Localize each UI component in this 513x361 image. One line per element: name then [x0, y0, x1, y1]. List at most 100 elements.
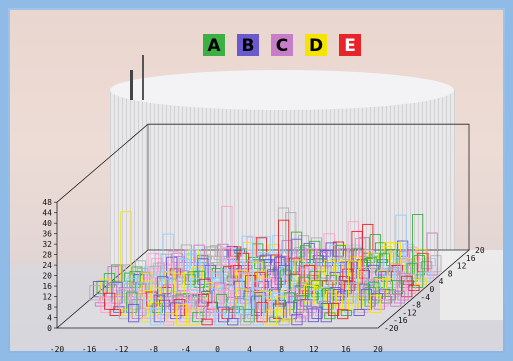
y-tick-label: -16 — [393, 316, 408, 325]
bar — [162, 321, 175, 326]
bar — [344, 280, 356, 291]
bar — [193, 296, 206, 310]
bar — [370, 295, 382, 313]
bar — [297, 235, 310, 254]
bar — [408, 251, 420, 270]
bar — [195, 262, 207, 276]
bar — [267, 298, 279, 313]
bar — [118, 299, 131, 320]
bar — [312, 280, 325, 285]
bar — [369, 234, 381, 270]
bar — [140, 317, 153, 323]
bar — [358, 283, 371, 301]
bar — [193, 244, 205, 267]
legend-item-e: E — [339, 34, 361, 56]
bar — [382, 278, 394, 292]
bar — [412, 214, 424, 288]
bar — [259, 236, 271, 254]
bar — [368, 281, 380, 304]
bar — [278, 319, 290, 326]
bar — [313, 287, 325, 307]
bar — [128, 303, 140, 323]
z-tick-label: 20 — [42, 272, 52, 281]
bar — [270, 293, 283, 310]
bar — [201, 318, 213, 326]
bar — [289, 295, 301, 316]
bar — [227, 318, 239, 326]
y-tick-label: -20 — [384, 324, 399, 333]
bar — [323, 233, 335, 254]
bar — [177, 270, 189, 292]
bar — [164, 271, 176, 292]
bar — [184, 274, 196, 285]
bar — [294, 316, 307, 323]
z-tick-label: 32 — [42, 240, 52, 249]
z-tick-label: 0 — [47, 324, 52, 333]
bar — [243, 308, 255, 323]
bar — [353, 309, 365, 316]
y-tick-label: 16 — [466, 254, 476, 263]
bar — [335, 294, 347, 310]
bar — [241, 235, 253, 313]
z-tick-label: 4 — [47, 314, 52, 323]
bar — [223, 285, 235, 307]
bar — [393, 290, 406, 304]
bar — [179, 307, 191, 323]
x-tick-label: 12 — [309, 345, 319, 354]
bar — [201, 270, 213, 282]
bar — [190, 277, 202, 292]
bar — [129, 293, 141, 310]
legend-swatch — [305, 34, 327, 56]
z-tick-label: 44 — [42, 209, 52, 218]
x-axis: -20 -16 -12 -8 -4 0 4 8 12 16 20 — [50, 345, 383, 354]
bar — [210, 245, 222, 263]
bar — [311, 306, 323, 320]
bar — [274, 299, 286, 307]
bar — [287, 289, 299, 307]
bar — [150, 307, 162, 326]
x-tick-label: -16 — [82, 345, 97, 354]
legend-label: B — [242, 36, 255, 56]
x-tick-label: -20 — [50, 345, 65, 354]
bar — [349, 256, 361, 276]
y-tick-label: -4 — [420, 293, 430, 302]
bar — [272, 303, 285, 320]
x-tick-label: -8 — [148, 345, 158, 354]
bar — [223, 266, 235, 285]
legend-swatch — [271, 34, 293, 56]
bar — [340, 310, 352, 316]
z-tick-label: 28 — [42, 251, 52, 260]
x-tick-label: -4 — [181, 345, 191, 354]
bar — [408, 284, 420, 292]
bar — [214, 312, 226, 326]
x-tick-label: 16 — [341, 345, 351, 354]
y-tick-label: 4 — [439, 277, 444, 286]
legend-item-d: D — [305, 34, 327, 56]
legend-label: A — [207, 36, 221, 56]
bar — [294, 247, 306, 257]
bar — [265, 309, 277, 326]
bar — [357, 294, 369, 313]
legend-swatch — [203, 34, 225, 56]
bar — [135, 307, 147, 316]
x-tick-label: 20 — [373, 345, 383, 354]
z-tick-label: 36 — [42, 230, 52, 239]
x-tick-label: -12 — [114, 345, 129, 354]
bar — [248, 287, 261, 307]
bar — [230, 290, 242, 301]
bar — [267, 269, 279, 292]
bar — [138, 299, 151, 313]
bar — [279, 269, 292, 291]
bar — [322, 288, 334, 310]
z-tick-label: 16 — [42, 282, 52, 291]
legend-label: E — [344, 36, 356, 56]
y-tick-label: 0 — [430, 285, 435, 294]
y-tick-label: -8 — [411, 301, 421, 310]
bar — [239, 314, 252, 326]
bar — [340, 280, 352, 295]
bar — [419, 271, 431, 282]
z-tick-label: 24 — [42, 261, 52, 270]
bar — [111, 264, 123, 282]
